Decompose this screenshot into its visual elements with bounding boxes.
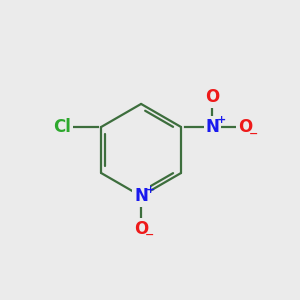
Text: N: N xyxy=(205,118,219,136)
Text: Cl: Cl xyxy=(54,118,71,136)
Text: O: O xyxy=(238,118,252,136)
Text: N: N xyxy=(134,187,148,205)
Text: −: − xyxy=(249,128,259,139)
Text: +: + xyxy=(217,116,226,125)
Text: O: O xyxy=(134,220,148,238)
Text: O: O xyxy=(205,88,219,106)
Text: −: − xyxy=(145,230,155,240)
Text: +: + xyxy=(146,184,155,194)
